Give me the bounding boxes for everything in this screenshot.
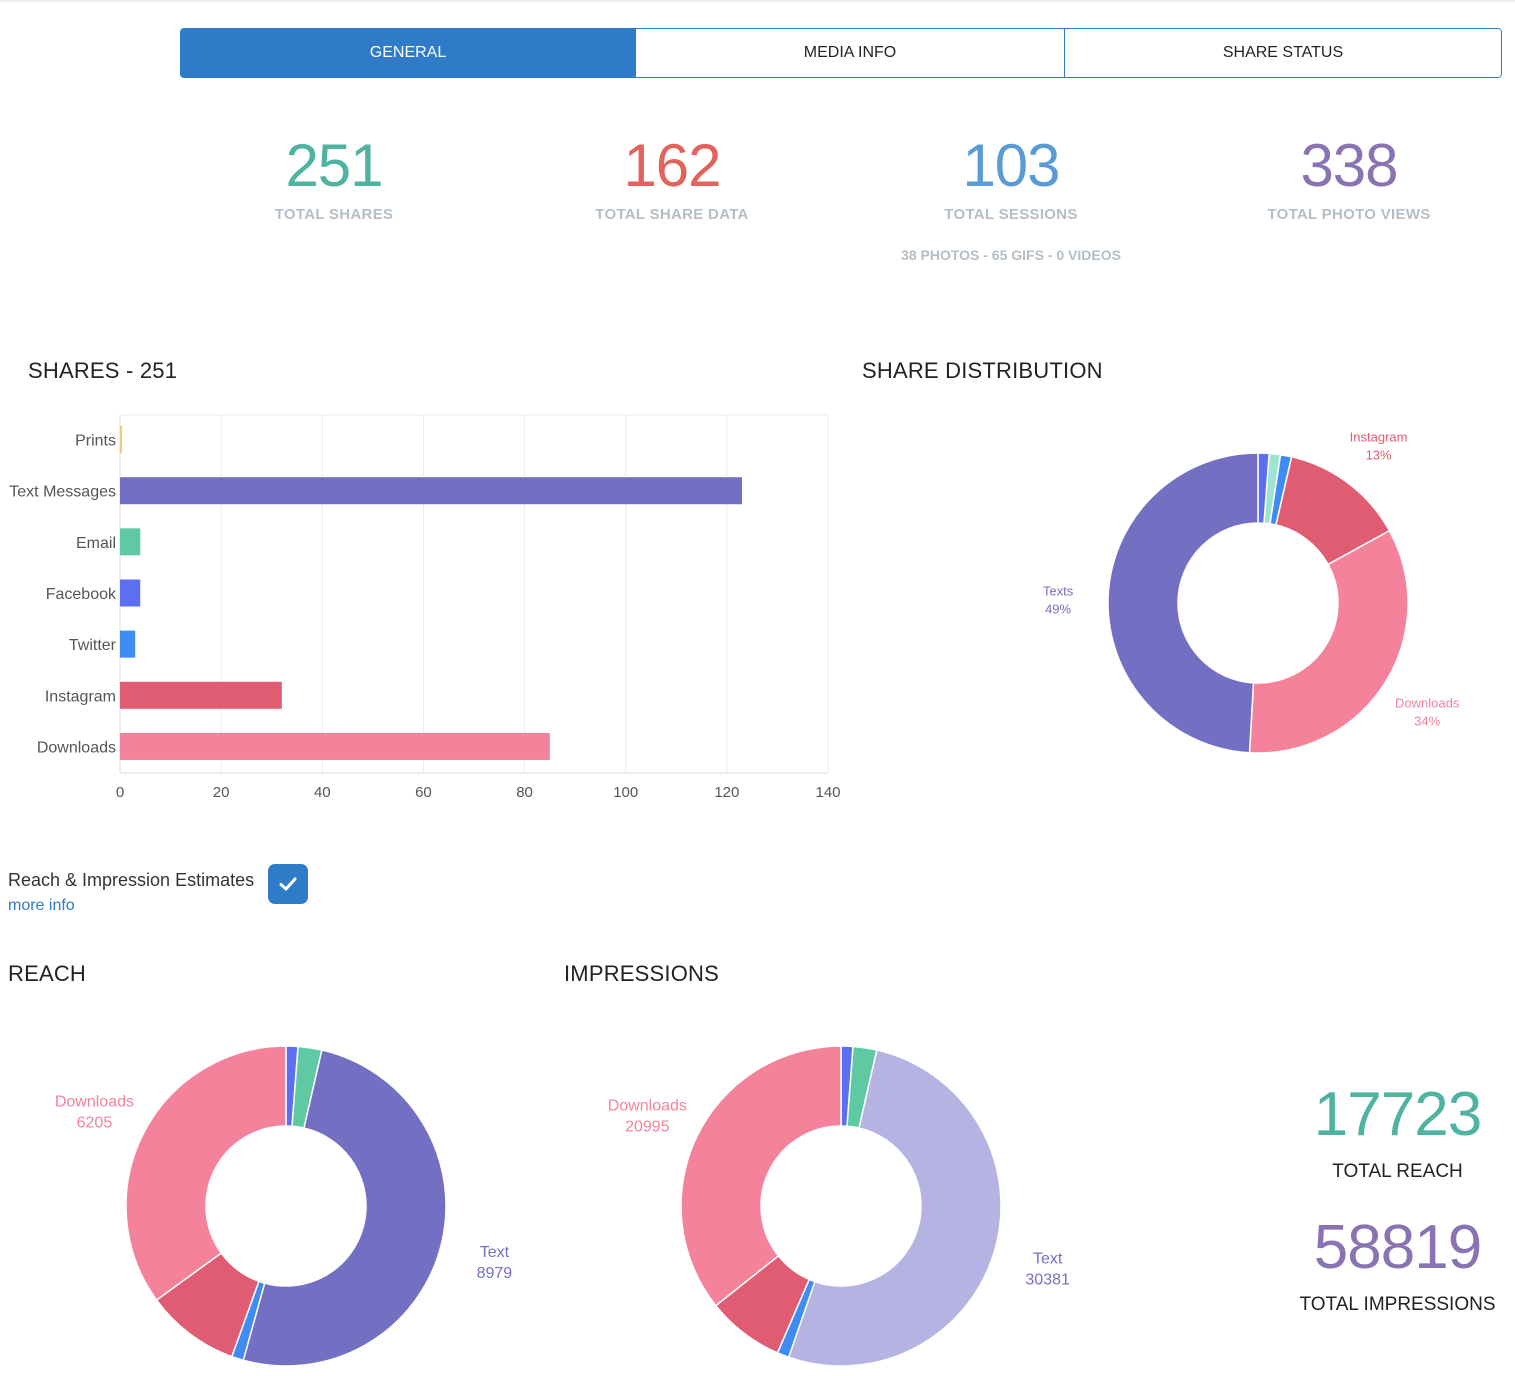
stat-total-sessions: 103 TOTAL SESSIONS 38 PHOTOS - 65 GIFS -… <box>861 132 1161 264</box>
slice-label: Texts <box>1043 583 1074 598</box>
donut-slice[interactable] <box>1107 452 1259 754</box>
tick-label: 20 <box>213 784 230 801</box>
impressions-title: IMPRESSIONS <box>564 961 720 986</box>
slice-label: Text <box>480 1244 510 1261</box>
donut-slice[interactable] <box>787 1049 1002 1367</box>
share-distribution-donut: Instagram 13% Downloads 34% Texts 49% <box>1043 429 1460 754</box>
slice-value: 6205 <box>77 1114 113 1131</box>
stat-label: TOTAL SESSIONS <box>944 206 1078 223</box>
category-label: Twitter <box>69 637 117 654</box>
category-label: Downloads <box>37 739 116 756</box>
donut-slice[interactable] <box>242 1049 447 1367</box>
shares-title: SHARES - 251 <box>28 358 178 383</box>
total-impressions: 58819 TOTAL IMPRESSIONS <box>1290 1216 1505 1316</box>
donut-slice[interactable] <box>125 1045 287 1302</box>
tick-label: 80 <box>516 784 533 801</box>
tick-label: 40 <box>314 784 331 801</box>
tick-label: 100 <box>613 784 638 801</box>
stat-total-photo-views: 338 TOTAL PHOTO VIEWS <box>1199 132 1499 224</box>
category-label: Text Messages <box>9 484 116 501</box>
bar[interactable] <box>120 477 743 505</box>
slice-label: Downloads <box>608 1098 687 1115</box>
check-icon <box>279 877 297 891</box>
slice-value: 20995 <box>625 1119 670 1136</box>
slice-label: Instagram <box>1350 429 1408 444</box>
tick-label: 0 <box>116 784 124 801</box>
tab-share-status[interactable]: SHARE STATUS <box>1064 29 1501 77</box>
bar[interactable] <box>120 630 136 658</box>
more-info-link[interactable]: more info <box>8 897 75 914</box>
bar[interactable] <box>120 426 122 454</box>
tab-general[interactable]: GENERAL <box>181 29 635 77</box>
stat-value: 251 <box>285 132 383 199</box>
donut-slice[interactable] <box>1248 529 1409 754</box>
category-label: Instagram <box>45 688 116 705</box>
total-impressions-label: TOTAL IMPRESSIONS <box>1299 1294 1496 1315</box>
slice-value: 49% <box>1045 601 1071 616</box>
stat-label: TOTAL SHARES <box>274 206 394 223</box>
total-reach-label: TOTAL REACH <box>1332 1161 1463 1182</box>
category-label: Facebook <box>46 586 117 603</box>
slice-value: 34% <box>1414 714 1440 729</box>
tab-media-info[interactable]: MEDIA INFO <box>635 29 1064 77</box>
reach-estimates-label: Reach & Impression Estimates <box>8 870 255 890</box>
impressions-donut: Text 30381 Downloads 20995 <box>608 1045 1070 1367</box>
bar[interactable] <box>120 732 550 760</box>
donut-slice[interactable] <box>680 1045 842 1307</box>
top-divider <box>0 0 1515 2</box>
reach-estimates-checkbox[interactable] <box>268 864 308 904</box>
slice-label: Text <box>1033 1250 1063 1267</box>
stat-total-share-data: 162 TOTAL SHARE DATA <box>522 132 822 224</box>
bar[interactable] <box>120 579 141 607</box>
stat-value: 338 <box>1300 132 1398 199</box>
tick-label: 120 <box>714 784 739 801</box>
stat-value: 103 <box>962 132 1060 199</box>
stat-label: TOTAL SHARE DATA <box>595 206 749 223</box>
reach-donut: Text 8979 Downloads 6205 <box>55 1045 513 1367</box>
slice-value: 8979 <box>477 1265 513 1282</box>
shares-bar-chart: Prints Text Messages Email Facebook Twitter I… <box>9 414 841 801</box>
stat-label: TOTAL PHOTO VIEWS <box>1267 206 1431 223</box>
slice-label: Downloads <box>55 1093 134 1110</box>
reach-title: REACH <box>8 961 87 986</box>
tick-label: 60 <box>415 784 432 801</box>
slice-label: Downloads <box>1395 696 1460 711</box>
slice-value: 30381 <box>1025 1271 1070 1288</box>
slice-value: 13% <box>1366 447 1392 462</box>
bar[interactable] <box>120 528 141 556</box>
category-label: Prints <box>75 433 116 450</box>
tick-label: 140 <box>815 784 840 801</box>
share-distribution-title: SHARE DISTRIBUTION <box>862 358 1103 383</box>
stat-total-shares: 251 TOTAL SHARES <box>184 132 484 224</box>
stat-value: 162 <box>623 132 721 199</box>
tab-bar: GENERAL MEDIA INFO SHARE STATUS <box>180 28 1502 78</box>
total-reach-value: 17723 <box>1313 1080 1482 1149</box>
total-reach: 17723 TOTAL REACH <box>1290 1083 1505 1183</box>
stat-sublabel: 38 PHOTOS - 65 GIFS - 0 VIDEOS <box>901 247 1121 263</box>
category-label: Email <box>76 535 116 552</box>
bar[interactable] <box>120 681 282 709</box>
total-impressions-value: 58819 <box>1313 1213 1482 1282</box>
